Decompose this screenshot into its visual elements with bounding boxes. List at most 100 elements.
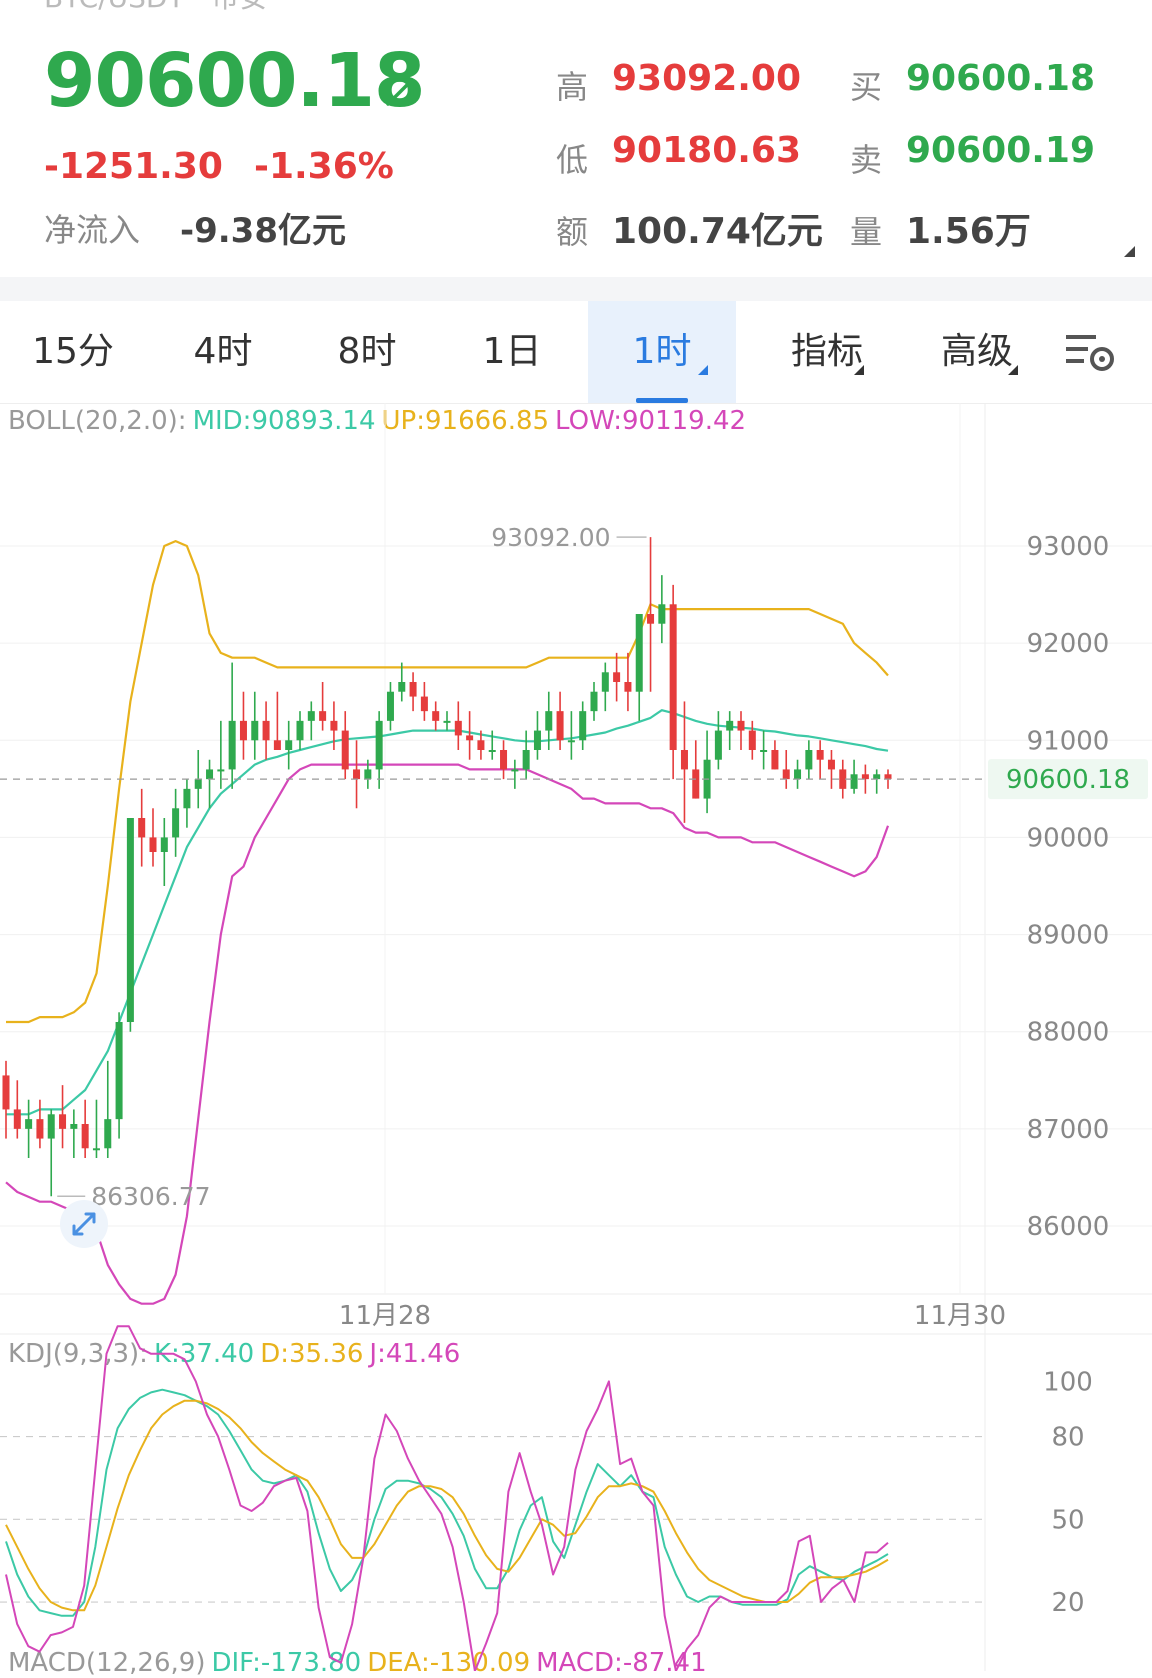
kdj-name: KDJ(9,3,3): bbox=[8, 1339, 148, 1369]
low-label: 低 bbox=[556, 141, 589, 179]
tab-8h[interactable]: 8时 bbox=[337, 331, 397, 372]
candle-body bbox=[149, 837, 157, 852]
candle-body bbox=[25, 1119, 33, 1129]
current-price-tag bbox=[988, 759, 1148, 800]
candle-body bbox=[805, 750, 813, 770]
tab-advanced[interactable]: 高级 bbox=[912, 301, 1042, 403]
x-tick-label: 11月30 bbox=[914, 1301, 1006, 1331]
chart-settings-icon[interactable] bbox=[1064, 331, 1116, 375]
candle-body bbox=[172, 808, 180, 838]
candle-body bbox=[364, 769, 372, 780]
candle-body bbox=[771, 750, 779, 770]
tab-4h[interactable]: 4时 bbox=[193, 331, 253, 372]
candle-body bbox=[827, 759, 835, 770]
high-value: 93092.00 bbox=[612, 58, 802, 99]
candle-body bbox=[206, 769, 214, 780]
amount-label: 额 bbox=[556, 213, 589, 251]
candle-body bbox=[138, 818, 146, 838]
candle-body bbox=[296, 720, 304, 741]
active-tab-underline bbox=[636, 398, 688, 403]
candle-body bbox=[239, 720, 247, 741]
sell-label: 卖 bbox=[850, 141, 883, 179]
candle-body bbox=[545, 711, 553, 731]
candle-body bbox=[635, 614, 643, 692]
candle-body bbox=[81, 1124, 89, 1149]
candle-body bbox=[816, 750, 824, 760]
candle-body bbox=[285, 740, 293, 750]
candle-body bbox=[590, 691, 598, 712]
kdj-legend: KDJ(9,3,3): K:37.40 D:35.36 J:41.46 bbox=[8, 1339, 466, 1369]
boll-low: LOW:90119.42 bbox=[555, 406, 747, 436]
kdj-d: D:35.36 bbox=[260, 1339, 364, 1369]
kdj-j-line bbox=[5, 1325, 889, 1671]
y-tick-label: 86000 bbox=[1027, 1212, 1110, 1242]
tab-1h-label: 1时 bbox=[632, 331, 692, 372]
candle-body bbox=[59, 1114, 67, 1129]
candle-body bbox=[70, 1124, 78, 1129]
price-chart[interactable]: 86000 87000 88000 89000 90000 91000 92000 93000… bbox=[0, 403, 1152, 1671]
candle-body bbox=[2, 1075, 10, 1110]
candle-body bbox=[160, 837, 168, 852]
dropdown-caret-icon bbox=[698, 365, 708, 375]
candle-body bbox=[579, 711, 587, 741]
y-tick-label: 91000 bbox=[1027, 726, 1110, 756]
buy-value: 90600.18 bbox=[906, 58, 1096, 99]
pair-title: BTC/USDT · 币安 bbox=[44, 0, 267, 16]
candle-body bbox=[386, 691, 394, 721]
kdj-y-tick-label: 20 bbox=[1051, 1588, 1084, 1618]
y-tick-label: 87000 bbox=[1027, 1115, 1110, 1145]
candle-body bbox=[748, 730, 756, 750]
kdj-k-line bbox=[5, 1388, 889, 1617]
candle-body bbox=[714, 730, 722, 760]
candle-body bbox=[353, 769, 361, 780]
candle-body bbox=[341, 730, 349, 770]
fullscreen-expand-icon[interactable] bbox=[60, 1200, 108, 1248]
high-label: 高 bbox=[556, 68, 589, 106]
tab-1h[interactable]: 1时 bbox=[588, 301, 736, 403]
candle-body bbox=[307, 711, 315, 721]
candle-body bbox=[624, 682, 632, 692]
kdj-y-tick-label: 50 bbox=[1051, 1505, 1084, 1535]
candle-body bbox=[794, 769, 802, 780]
volume-label: 量 bbox=[850, 213, 883, 251]
buy-label: 买 bbox=[850, 68, 883, 106]
last-price: 90600.18 bbox=[44, 38, 426, 124]
candle-body bbox=[217, 769, 225, 772]
dropdown-caret-icon bbox=[1008, 365, 1018, 375]
candle-body bbox=[443, 720, 451, 723]
y-tick-label: 88000 bbox=[1027, 1018, 1110, 1048]
expand-quote-corner-icon[interactable] bbox=[1124, 246, 1135, 257]
netflow-value: -9.38亿元 bbox=[180, 211, 346, 251]
candle-body bbox=[262, 720, 270, 741]
volume-value: 1.56万 bbox=[906, 211, 1031, 252]
low-marker-label: 86306.77 bbox=[91, 1182, 210, 1211]
candle-body bbox=[760, 750, 768, 752]
tab-1d[interactable]: 1日 bbox=[482, 331, 542, 372]
current-price-label: 90600.18 bbox=[1006, 765, 1130, 795]
candle-body bbox=[273, 740, 281, 750]
candle-body bbox=[500, 750, 508, 770]
tab-15min[interactable]: 15分 bbox=[32, 331, 114, 372]
tab-indicators[interactable]: 指标 bbox=[762, 301, 892, 403]
candle-body bbox=[556, 711, 564, 741]
candle-body bbox=[839, 769, 847, 789]
candle-body bbox=[432, 711, 440, 721]
boll-name: BOLL(20,2.0): bbox=[8, 406, 187, 436]
x-tick-label: 11月28 bbox=[339, 1301, 431, 1331]
candle-body bbox=[36, 1119, 44, 1139]
amount-value: 100.74亿元 bbox=[612, 211, 823, 252]
candle-body bbox=[228, 720, 236, 770]
candle-body bbox=[613, 672, 621, 682]
candle-body bbox=[782, 769, 790, 780]
candle-body bbox=[488, 750, 496, 752]
kdj-j: J:41.46 bbox=[369, 1339, 461, 1369]
boll-legend: BOLL(20,2.0): MID:90893.14 UP:91666.85 LOW:… bbox=[8, 406, 752, 436]
y-tick-label: 92000 bbox=[1027, 629, 1110, 659]
candle-body bbox=[873, 774, 881, 780]
boll-up: UP:91666.85 bbox=[381, 406, 550, 436]
candle-body bbox=[454, 720, 462, 736]
candle-body bbox=[420, 696, 428, 712]
candle-body bbox=[398, 682, 406, 692]
boll-upper-line bbox=[6, 540, 889, 1024]
candle-body bbox=[669, 604, 677, 750]
